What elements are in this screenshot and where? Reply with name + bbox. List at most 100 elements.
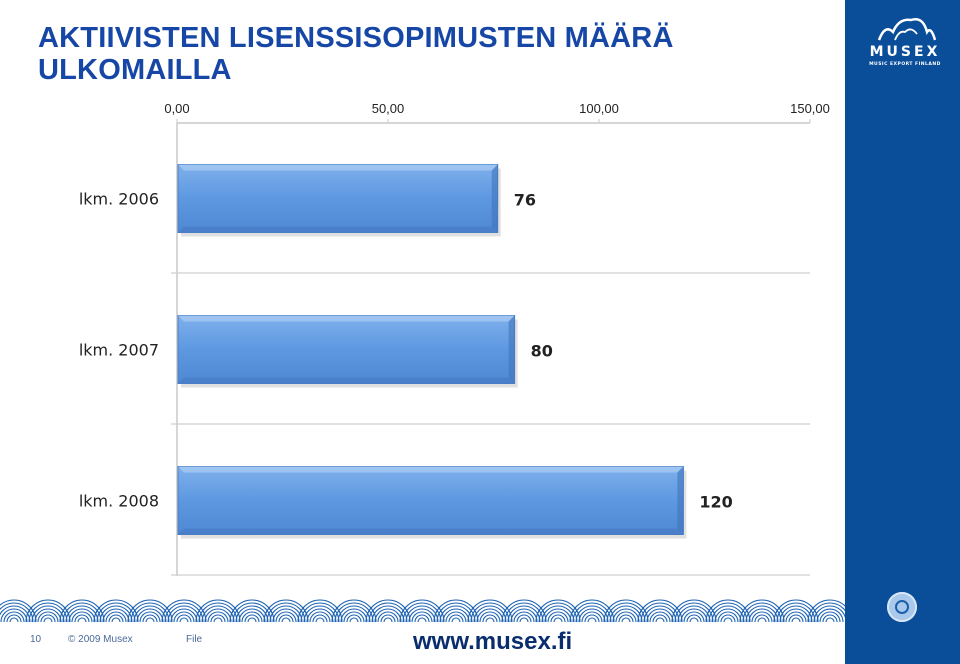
wave-arc	[405, 605, 439, 622]
wave-arc	[71, 611, 93, 622]
wave-arc	[65, 605, 99, 622]
bar	[177, 315, 516, 384]
wave-arc	[337, 605, 371, 622]
wave-arc	[813, 605, 845, 622]
wave-arc	[807, 599, 845, 622]
wave-arc	[720, 614, 736, 622]
wave-arc	[108, 614, 124, 622]
bar-bevel-bottom	[178, 377, 515, 384]
wave-arc	[232, 602, 272, 622]
wave-arc	[816, 608, 844, 622]
category-label: lkm. 2007	[79, 341, 159, 360]
wave-arc	[547, 611, 569, 622]
wave-arc	[105, 611, 127, 622]
wave-arc	[723, 617, 733, 622]
bar-bevel-right	[508, 315, 515, 384]
wave-arc	[133, 605, 167, 622]
wave-arc	[275, 611, 297, 622]
target-icon	[895, 600, 909, 614]
wave-arc	[507, 605, 541, 622]
wave-arc	[43, 617, 53, 622]
wave-arc	[111, 617, 121, 622]
wave-arc	[377, 611, 399, 622]
bar-bevel-bottom	[178, 226, 498, 233]
wave-arc	[244, 614, 260, 622]
wave-arc	[516, 614, 532, 622]
website-link[interactable]: www.musex.fi	[413, 628, 573, 655]
wave-arc	[164, 602, 204, 622]
wave-arc	[300, 602, 340, 622]
footer: 10 © 2009 Musex File www.musex.fi	[0, 626, 845, 664]
wave-arc	[417, 617, 427, 622]
wave-arc	[436, 602, 476, 622]
x-tick-label: 50,00	[372, 101, 405, 116]
wave-arc	[139, 611, 161, 622]
wave-arc	[380, 614, 396, 622]
slide-title: AKTIIVISTEN LISENSSISOPIMUSTEN MÄÄRÄ ULK…	[38, 22, 674, 86]
wave-arc	[470, 602, 510, 622]
wave-arc	[618, 614, 634, 622]
wave-arc	[346, 614, 362, 622]
wave-arc	[587, 617, 597, 622]
wave-arc	[201, 605, 235, 622]
wave-arc	[371, 605, 405, 622]
wave-arc	[776, 602, 816, 622]
wave-arc	[145, 617, 155, 622]
wave-arc	[479, 611, 501, 622]
wave-arc	[309, 611, 331, 622]
copyright-text: © 2009 Musex	[68, 634, 133, 645]
wave-arc	[575, 605, 609, 622]
category-label: lkm. 2008	[79, 492, 159, 511]
wave-arc	[77, 617, 87, 622]
wave-arc	[785, 611, 807, 622]
wave-arc	[745, 605, 779, 622]
wave-arc	[711, 605, 745, 622]
wave-arc	[482, 614, 498, 622]
wave-arc	[686, 614, 702, 622]
wave-arc	[742, 602, 782, 622]
data-label: 76	[514, 191, 536, 210]
wave-arc	[0, 602, 34, 622]
data-label: 80	[531, 342, 553, 361]
wave-arc	[674, 602, 714, 622]
wave-arc	[615, 611, 637, 622]
wave-arc	[28, 602, 68, 622]
wave-arc	[649, 611, 671, 622]
wave-arc	[572, 602, 612, 622]
bar-bevel-bottom	[178, 528, 684, 535]
wave-arc	[213, 617, 223, 622]
wave-arc	[176, 614, 192, 622]
wave-arc	[167, 605, 201, 622]
bar-bevel-top	[178, 164, 498, 171]
wave-arc	[37, 611, 59, 622]
bar	[177, 466, 684, 535]
wave-arc	[550, 614, 566, 622]
wave-arc	[247, 617, 257, 622]
bar	[177, 164, 499, 233]
navigation-button[interactable]	[887, 592, 917, 622]
bar-bevel-right	[677, 466, 684, 535]
x-tick-label: 150,00	[790, 101, 830, 116]
wave-arc	[445, 611, 467, 622]
wave-arc	[210, 614, 226, 622]
wave-arc	[315, 617, 325, 622]
category-label: lkm. 2006	[79, 190, 159, 209]
wave-arc	[269, 605, 303, 622]
wave-arc	[541, 605, 575, 622]
wave-arc	[779, 605, 813, 622]
wave-arc	[343, 611, 365, 622]
wave-arc	[606, 602, 646, 622]
wave-arc	[751, 611, 773, 622]
wave-arc	[31, 605, 65, 622]
page-number: 10	[30, 634, 42, 645]
wave-arc	[640, 602, 680, 622]
wave-arc	[655, 617, 665, 622]
wave-arc	[334, 602, 374, 622]
wave-arc	[757, 617, 767, 622]
wave-arc	[754, 614, 770, 622]
wave-arc	[312, 614, 328, 622]
wave-arc	[677, 605, 711, 622]
wave-arc	[810, 602, 845, 622]
file-label: File	[186, 634, 203, 645]
wave-arc	[652, 614, 668, 622]
